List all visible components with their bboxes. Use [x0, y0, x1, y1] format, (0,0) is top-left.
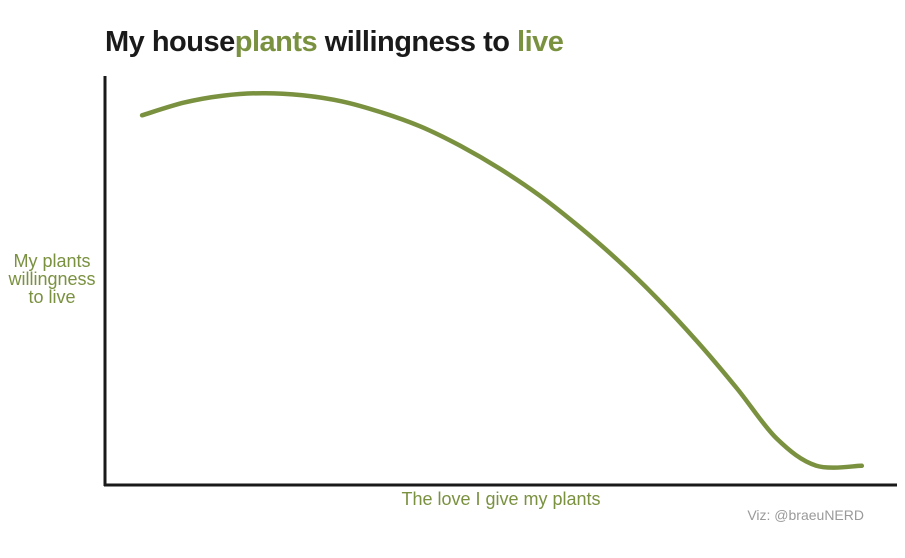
- y-axis-label: My plants willingness to live: [0, 252, 104, 306]
- credit-text: Viz: @braeuNERD: [747, 507, 864, 523]
- y-axis-label-line-1: My plants: [13, 251, 91, 271]
- series-line-willingness: [139, 90, 865, 470]
- title-part-willingness: willingness to: [317, 26, 518, 58]
- chart-title: My houseplants willingness to live: [105, 26, 564, 59]
- title-part-plants: plants: [234, 26, 318, 58]
- x-axis-label: The love I give my plants: [401, 489, 601, 509]
- title-part-house: My house: [105, 26, 235, 58]
- title-part-live: live: [517, 26, 564, 58]
- y-axis-label-line-2: willingness: [8, 269, 96, 289]
- y-axis-label-line-3: to live: [28, 287, 76, 307]
